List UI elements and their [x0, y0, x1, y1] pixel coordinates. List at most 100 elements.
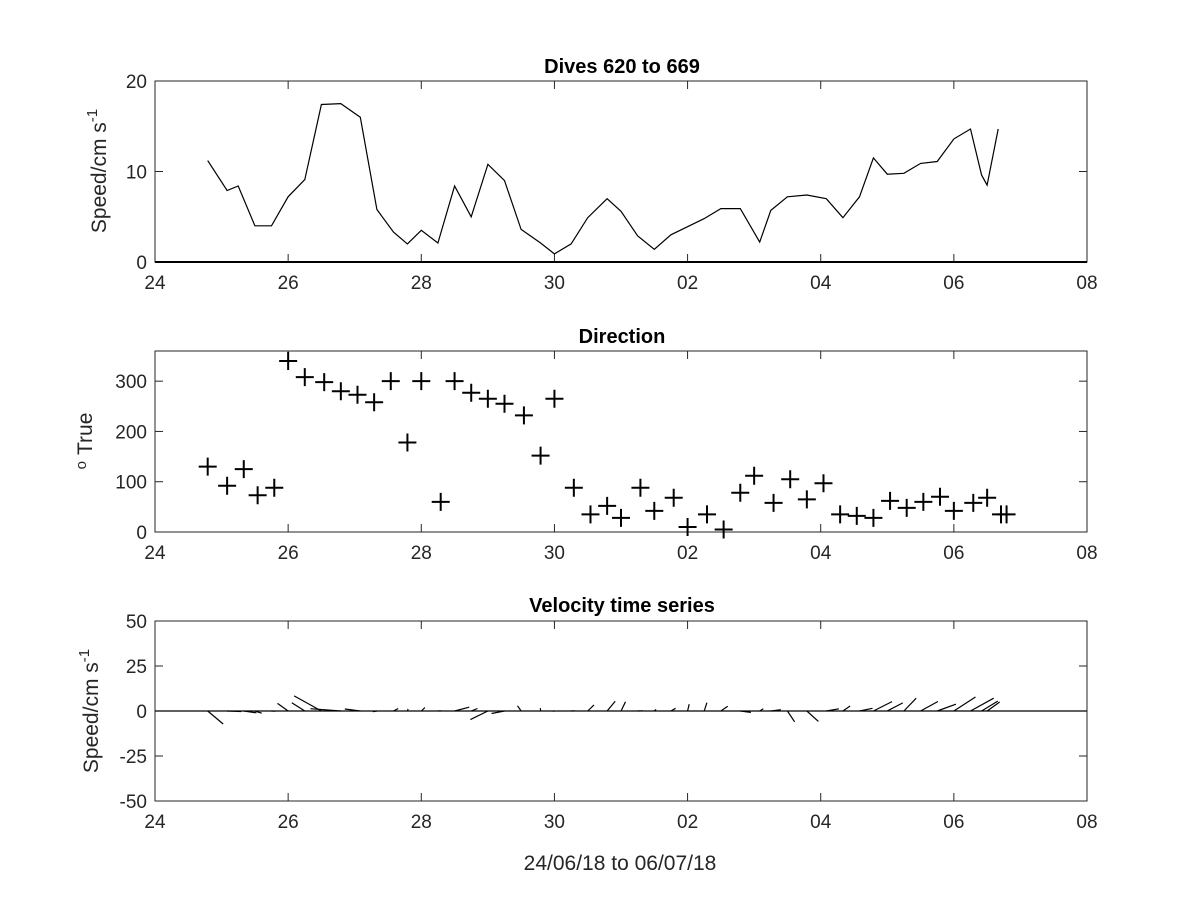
direction-point [431, 492, 450, 511]
x-tick-label: 08 [1076, 543, 1097, 564]
direction-point [514, 406, 533, 425]
y-tick-label: 200 [115, 422, 147, 443]
x-tick-label: 24 [144, 812, 166, 833]
velocity-stick [806, 710, 819, 722]
velocity-stick [243, 710, 257, 714]
y-tick-label: 100 [115, 473, 147, 494]
x-tick-label: 06 [943, 273, 964, 294]
direction-point [944, 501, 963, 520]
y-tick-label: 0 [136, 702, 147, 723]
x-tick-label: 28 [411, 812, 432, 833]
x-tick-label: 02 [677, 273, 698, 294]
direction-point [531, 446, 550, 465]
direction-panel-axes-box [154, 350, 1088, 533]
direction-point [248, 486, 267, 505]
y-tick-label: 20 [126, 72, 147, 93]
x-tick-label: 02 [677, 543, 698, 564]
velocity-stick [670, 707, 676, 712]
y-tick-label: 0 [136, 253, 147, 274]
y-tick-label: -25 [120, 747, 147, 768]
direction-point [631, 478, 650, 497]
velocity-stick [826, 708, 840, 712]
direction-point [997, 505, 1016, 524]
velocity-stick [970, 697, 994, 712]
direction-point [745, 466, 764, 485]
direction-point [612, 508, 630, 527]
direction-point [234, 460, 253, 479]
x-tick-label: 26 [278, 543, 299, 564]
direction-point [764, 493, 783, 512]
x-tick-label: 30 [544, 812, 565, 833]
direction-point [664, 488, 683, 507]
velocity-stick [293, 695, 322, 712]
direction-point [645, 501, 664, 520]
x-tick-label: 06 [943, 543, 964, 564]
y-tick-label: 300 [115, 372, 147, 393]
direction-point [978, 488, 997, 507]
velocity-panel-title: Velocity time series [529, 595, 715, 617]
direction-point [847, 506, 866, 525]
velocity-stick [207, 710, 224, 725]
velocity-stick [344, 708, 361, 712]
y-tick-label: 10 [126, 163, 147, 184]
direction-point [881, 491, 900, 510]
direction-point [331, 382, 350, 401]
direction-point [545, 389, 564, 408]
velocity-stick [454, 706, 470, 712]
direction-point [495, 394, 514, 413]
velocity-stick [887, 702, 904, 712]
x-tick-label: 30 [544, 543, 565, 564]
y-tick-label: 0 [136, 523, 147, 544]
velocity-stick [587, 704, 595, 712]
direction-point [731, 483, 750, 502]
direction-point [398, 433, 417, 452]
x-tick-label: 30 [544, 273, 565, 294]
speed-panel: Dives 620 to 669 24 26 28 30 02 04 06 08 0 10 20 S… [84, 56, 1098, 294]
direction-point [348, 385, 367, 404]
velocity-stick [953, 696, 976, 712]
velocity-panel-xlabel: 24/06/18 to 06/07/18 [524, 852, 717, 875]
velocity-stick [981, 700, 999, 712]
direction-point [279, 352, 298, 371]
speed-panel-ylabel: Speed/cm s-1 [84, 109, 111, 233]
direction-point [714, 520, 733, 539]
velocity-stick [277, 702, 289, 712]
velocity-stick [937, 703, 957, 712]
velocity-stick [703, 702, 708, 712]
velocity-stick [517, 705, 522, 712]
velocity-stick [620, 701, 627, 712]
direction-point [365, 393, 384, 412]
direction-point [315, 373, 334, 392]
velocity-stick [986, 701, 1001, 712]
velocity-stick [686, 704, 690, 712]
direction-panel: Direction 24 26 28 30 02 04 06 08 0 100 200 300 oTr… [73, 326, 1098, 564]
x-tick-label: 04 [810, 543, 832, 564]
direction-point [478, 389, 497, 408]
velocity-stick [786, 710, 796, 723]
velocity-stick [254, 710, 262, 714]
direction-panel-ylabel: oTrue [73, 413, 97, 470]
velocity-stick [842, 705, 851, 712]
x-tick-label: 26 [278, 273, 299, 294]
velocity-stick [372, 710, 378, 713]
velocity-stick [759, 708, 764, 712]
direction-point [781, 470, 800, 489]
x-tick-label: 08 [1076, 273, 1097, 294]
direction-panel-title: Direction [579, 326, 666, 348]
direction-point [218, 476, 237, 495]
speed-panel-title: Dives 620 to 669 [544, 56, 700, 78]
y-tick-label: -50 [120, 792, 147, 813]
direction-point [797, 490, 816, 509]
x-tick-label: 24 [144, 543, 166, 564]
x-tick-label: 04 [810, 273, 832, 294]
direction-point [445, 372, 464, 391]
y-tick-label: 50 [126, 612, 147, 633]
direction-point [697, 505, 716, 524]
velocity-stick [720, 705, 729, 712]
x-tick-label: 28 [411, 543, 432, 564]
direction-point [964, 493, 983, 512]
direction-point [914, 492, 933, 511]
x-tick-label: 02 [677, 812, 698, 833]
direction-point [462, 383, 481, 402]
